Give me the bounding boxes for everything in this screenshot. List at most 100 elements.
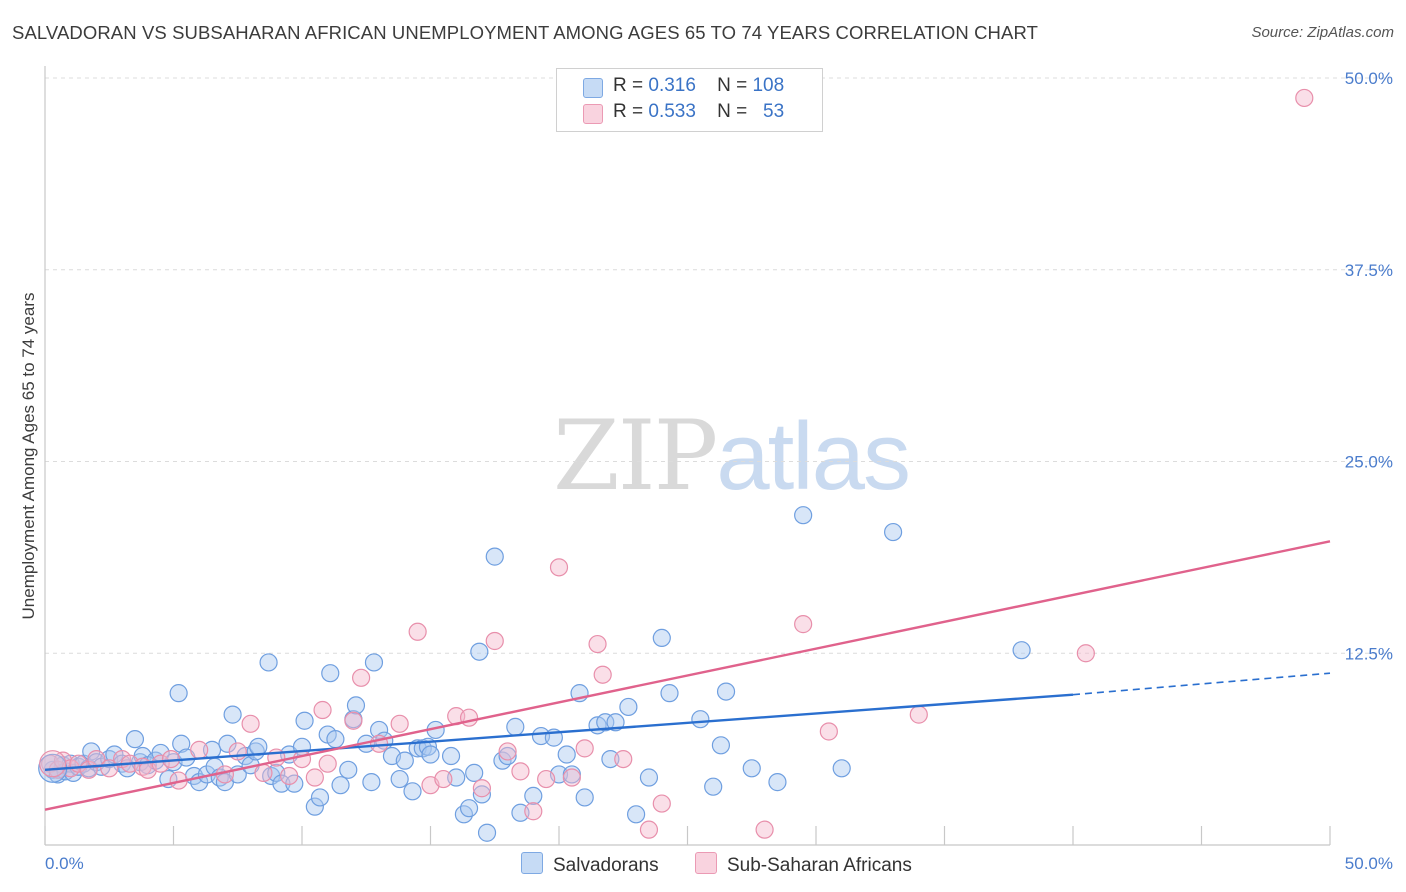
subsaharan-point bbox=[794, 615, 813, 634]
subsaharan-point bbox=[909, 705, 928, 724]
salvadoran-point bbox=[364, 653, 384, 672]
x-tick-label: 0.0% bbox=[45, 854, 84, 873]
salvadoran-point bbox=[362, 773, 381, 792]
salvadoran-point bbox=[606, 713, 625, 732]
salvadoran-point bbox=[272, 774, 291, 793]
subsaharan-point bbox=[472, 779, 491, 798]
salvadoran-point bbox=[575, 788, 594, 807]
salvadoran-point bbox=[477, 823, 497, 842]
legend-r-label: R = bbox=[613, 75, 644, 96]
salvadoran-point bbox=[465, 763, 484, 783]
subsaharan-point bbox=[652, 794, 671, 813]
salvadoran-point bbox=[421, 745, 440, 764]
salvadoran-point bbox=[601, 749, 620, 769]
bottom-legend-label: Salvadorans bbox=[553, 855, 659, 876]
salvadoran-point bbox=[370, 720, 389, 740]
salvadoran-trendline-extension bbox=[1072, 672, 1331, 696]
y-axis-label: Unemployment Among Ages 65 to 74 years bbox=[19, 292, 38, 620]
salvadoran-point bbox=[485, 547, 504, 566]
subsaharan-point bbox=[537, 769, 556, 789]
bottom-legend-swatch bbox=[521, 852, 543, 874]
x-tick-label: 50.0% bbox=[1345, 854, 1393, 873]
subsaharan-point bbox=[313, 700, 332, 720]
chart-title: SALVADORAN VS SUBSAHARAN AFRICAN UNEMPLO… bbox=[12, 22, 1038, 43]
bottom-legend-subsaharan: Sub-Saharan Africans bbox=[695, 852, 912, 877]
subsaharan-point bbox=[318, 754, 337, 773]
legend-n-label: N = bbox=[717, 101, 748, 122]
salvadoran-point bbox=[310, 788, 330, 807]
subsaharan-point bbox=[1076, 644, 1095, 663]
salvadoran-point bbox=[395, 751, 414, 770]
salvadoran-point bbox=[223, 705, 242, 724]
salvadoran-trendline bbox=[44, 693, 1074, 772]
subsaharan-point bbox=[524, 802, 543, 821]
legend-n-value: 53 bbox=[763, 101, 785, 122]
subsaharan-point bbox=[434, 769, 453, 789]
source-label: Source: ZipAtlas.com bbox=[1251, 24, 1394, 41]
legend-r-label: R = bbox=[613, 101, 644, 122]
salvadoran-point bbox=[619, 697, 638, 717]
salvadoran-point bbox=[660, 684, 679, 703]
salvadoran-point bbox=[472, 785, 491, 804]
salvadoran-point bbox=[711, 736, 731, 755]
salvadoran-point bbox=[832, 759, 851, 778]
salvadoran-point bbox=[506, 717, 525, 736]
bottom-legend-salvadorans: Salvadorans bbox=[521, 852, 659, 877]
subsaharan-trendline bbox=[44, 540, 1331, 811]
salvadoran-point bbox=[794, 506, 813, 525]
salvadoran-point bbox=[169, 684, 188, 703]
subsaharan-point bbox=[614, 749, 633, 769]
subsaharan-point bbox=[819, 722, 838, 741]
salvadoran-point bbox=[346, 696, 366, 715]
salvadoran-point bbox=[639, 768, 659, 787]
watermark-atlas: atlas bbox=[716, 403, 911, 510]
salvadoran-point bbox=[742, 759, 761, 778]
salvadoran-point bbox=[441, 746, 461, 766]
subsaharan-point bbox=[280, 766, 299, 786]
salvadoran-point bbox=[691, 710, 710, 729]
salvadoran-point bbox=[704, 777, 723, 796]
legend-r-value: 0.533 bbox=[648, 101, 696, 122]
salvadoran-point bbox=[652, 628, 671, 648]
salvadoran-point bbox=[524, 786, 543, 806]
salvadoran-point bbox=[557, 745, 576, 764]
salvadoran-point bbox=[459, 799, 479, 818]
subsaharan-point bbox=[575, 739, 594, 758]
subsaharan-point bbox=[241, 714, 260, 733]
salvadoran-point bbox=[768, 773, 787, 792]
legend-n-label: N = bbox=[717, 75, 748, 96]
watermark: ZIPatlas bbox=[553, 400, 911, 512]
salvadoran-point bbox=[125, 730, 145, 749]
subsaharan-point bbox=[593, 665, 612, 684]
watermark-zip: ZIP bbox=[553, 400, 718, 512]
salvadoran-point bbox=[305, 797, 324, 816]
salvadoran-point bbox=[883, 522, 903, 542]
salvadoran-point bbox=[172, 734, 191, 753]
subsaharan-point bbox=[408, 622, 427, 641]
subsaharan-point bbox=[344, 711, 363, 730]
salvadoran-point bbox=[626, 805, 646, 824]
legend-swatch-subsaharan bbox=[583, 104, 603, 124]
salvadoran-point bbox=[390, 769, 409, 789]
subsaharan-point bbox=[305, 768, 324, 787]
subsaharan-point bbox=[639, 820, 659, 839]
legend-swatch-salvadorans bbox=[583, 78, 603, 98]
subsaharan-point bbox=[549, 558, 569, 577]
subsaharan-point bbox=[755, 820, 774, 839]
salvadoran-point bbox=[596, 713, 615, 732]
bottom-legend-swatch bbox=[695, 852, 717, 874]
y-tick-label: 12.5% bbox=[1345, 644, 1393, 663]
subsaharan-point bbox=[498, 742, 517, 761]
salvadoran-point bbox=[326, 730, 345, 749]
salvadoran-point bbox=[403, 782, 422, 801]
legend-r-value: 0.316 bbox=[648, 75, 696, 96]
subsaharan-point bbox=[151, 754, 170, 773]
subsaharan-point bbox=[562, 768, 581, 787]
salvadoran-point bbox=[498, 746, 517, 766]
salvadoran-point bbox=[295, 711, 314, 730]
y-tick-label: 25.0% bbox=[1345, 453, 1393, 472]
subsaharan-point bbox=[292, 749, 312, 769]
subsaharan-point bbox=[39, 750, 67, 778]
salvadoran-point bbox=[321, 664, 340, 683]
subsaharan-point bbox=[1295, 88, 1314, 108]
